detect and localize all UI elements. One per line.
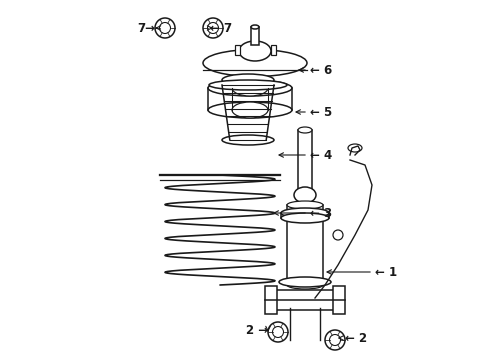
Text: ← 5: ← 5 bbox=[309, 105, 331, 118]
Ellipse shape bbox=[286, 201, 323, 209]
Bar bbox=[332, 286, 345, 314]
Bar bbox=[297, 130, 311, 195]
Ellipse shape bbox=[222, 135, 273, 145]
Bar bbox=[264, 286, 276, 314]
Ellipse shape bbox=[203, 50, 306, 77]
Ellipse shape bbox=[231, 102, 267, 118]
Ellipse shape bbox=[207, 80, 291, 96]
Ellipse shape bbox=[222, 74, 273, 86]
Ellipse shape bbox=[250, 25, 259, 29]
Ellipse shape bbox=[332, 230, 342, 240]
Ellipse shape bbox=[207, 102, 291, 118]
Bar bbox=[286, 205, 323, 285]
Text: ← 4: ← 4 bbox=[309, 149, 331, 162]
Ellipse shape bbox=[208, 80, 286, 90]
Ellipse shape bbox=[293, 187, 315, 203]
Ellipse shape bbox=[347, 144, 361, 152]
Text: ← 6: ← 6 bbox=[309, 63, 331, 77]
Ellipse shape bbox=[297, 127, 311, 133]
Text: ← 7: ← 7 bbox=[209, 22, 232, 35]
Ellipse shape bbox=[281, 213, 328, 223]
Bar bbox=[234, 45, 239, 55]
Ellipse shape bbox=[281, 208, 328, 218]
Ellipse shape bbox=[231, 80, 267, 96]
Text: 7→: 7→ bbox=[137, 22, 155, 35]
Bar bbox=[274, 290, 334, 310]
Bar bbox=[250, 27, 259, 45]
Bar bbox=[270, 45, 275, 55]
Ellipse shape bbox=[279, 277, 330, 287]
Ellipse shape bbox=[286, 281, 323, 289]
Text: ← 1: ← 1 bbox=[374, 266, 396, 279]
Ellipse shape bbox=[239, 41, 270, 61]
Text: 2 →: 2 → bbox=[245, 324, 267, 337]
Text: ← 3: ← 3 bbox=[309, 207, 331, 220]
Text: ← 2: ← 2 bbox=[345, 332, 366, 345]
